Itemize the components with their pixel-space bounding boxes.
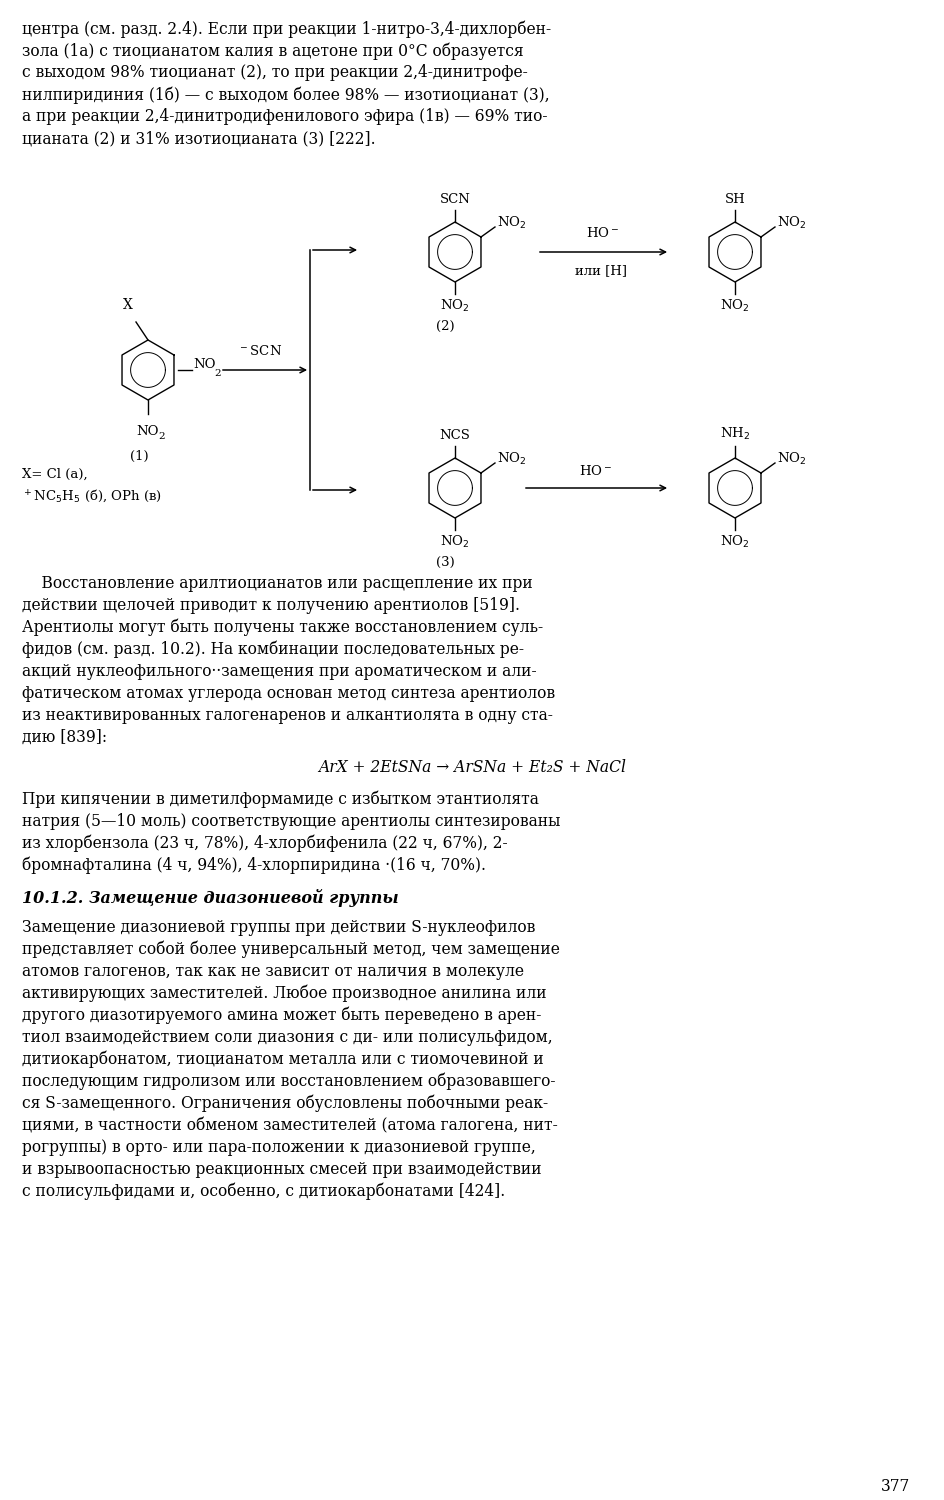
Text: бромнафталина (4 ч, 94%), 4-хлорпиридина ·(16 ч, 70%).: бромнафталина (4 ч, 94%), 4-хлорпиридина… [22,856,486,874]
Text: NO$_2$: NO$_2$ [440,534,470,550]
Text: зола (1а) с тиоцианатом калия в ацетоне при 0°C образуется: зола (1а) с тиоцианатом калия в ацетоне … [22,42,524,60]
Text: дию [839]:: дию [839]: [22,729,107,746]
Text: активирующих заместителей. Любое производное анилина или: активирующих заместителей. Любое произво… [22,986,547,1002]
Text: нилпиридиния (1б) — с выходом более 98% — изотиоцианат (3),: нилпиридиния (1б) — с выходом более 98% … [22,86,549,104]
Text: X: X [123,298,133,312]
Text: рогруппы) в орто- или пара-положении к диазониевой группе,: рогруппы) в орто- или пара-положении к д… [22,1138,536,1156]
Text: тиол взаимодействием соли диазония с ди- или полисульфидом,: тиол взаимодействием соли диазония с ди-… [22,1029,552,1045]
Text: (2): (2) [436,320,454,333]
Text: NO: NO [193,358,215,372]
Text: представляет собой более универсальный метод, чем замещение: представляет собой более универсальный м… [22,940,560,958]
Text: NO$_2$: NO$_2$ [720,298,750,314]
Text: HO$^-$: HO$^-$ [580,464,613,478]
Text: другого диазотируемого амина может быть переведено в арен-: другого диазотируемого амина может быть … [22,1007,541,1025]
Text: ArX + 2EtSNa → ArSNa + Et₂S + NaCl: ArX + 2EtSNa → ArSNa + Et₂S + NaCl [318,759,626,776]
Text: 377: 377 [881,1478,910,1496]
Text: натрия (5—10 моль) соответствующие арентиолы синтезированы: натрия (5—10 моль) соответствующие арент… [22,813,561,830]
Text: фатическом атомах углерода основан метод синтеза арентиолов: фатическом атомах углерода основан метод… [22,686,555,702]
Text: ся S-замещенного. Ограничения обусловлены побочными реак-: ся S-замещенного. Ограничения обусловлен… [22,1095,548,1113]
Text: (1): (1) [130,450,148,464]
Text: с выходом 98% тиоцианат (2), то при реакции 2,4-динитрофе-: с выходом 98% тиоцианат (2), то при реак… [22,64,528,81]
Text: NO$_2$: NO$_2$ [777,214,806,231]
Text: из хлорбензола (23 ч, 78%), 4-хлорбифенила (22 ч, 67%), 2-: из хлорбензола (23 ч, 78%), 4-хлорбифени… [22,836,508,852]
Text: NCS: NCS [440,429,470,442]
Text: NO$_2$: NO$_2$ [497,452,527,466]
Text: SCN: SCN [440,194,470,206]
Text: 10.1.2. Замещение диазониевой группы: 10.1.2. Замещение диазониевой группы [22,890,398,908]
Text: из неактивированных галогенаренов и алкантиолята в одну ста-: из неактивированных галогенаренов и алка… [22,706,553,724]
Text: и взрывоопасностью реакционных смесей при взаимодействии: и взрывоопасностью реакционных смесей пр… [22,1161,542,1178]
Text: NO$_2$: NO$_2$ [777,452,806,466]
Text: NH$_2$: NH$_2$ [720,426,750,442]
Text: с полисульфидами и, особенно, с дитиокарбонатами [424].: с полисульфидами и, особенно, с дитиокар… [22,1184,505,1200]
Text: фидов (см. разд. 10.2). На комбинации последовательных ре-: фидов (см. разд. 10.2). На комбинации по… [22,640,524,658]
Text: атомов галогенов, так как не зависит от наличия в молекуле: атомов галогенов, так как не зависит от … [22,963,524,980]
Text: циями, в частности обменом заместителей (атома галогена, нит-: циями, в частности обменом заместителей … [22,1118,558,1134]
Text: Замещение диазониевой группы при действии S-нуклеофилов: Замещение диазониевой группы при действи… [22,920,535,936]
Text: HO$^-$: HO$^-$ [586,226,619,240]
Text: SH: SH [725,194,746,206]
Text: 2: 2 [158,432,164,441]
Text: Восстановление арилтиоцианатов или расщепление их при: Восстановление арилтиоцианатов или расще… [22,574,532,592]
Text: NO$_2$: NO$_2$ [720,534,750,550]
Text: $^+$NC$_5$H$_5$ (б), OPh (в): $^+$NC$_5$H$_5$ (б), OPh (в) [22,488,162,504]
Text: дитиокарбонатом, тиоцианатом металла или с тиомочевиной и: дитиокарбонатом, тиоцианатом металла или… [22,1052,544,1068]
Text: или [H]: или [H] [575,264,627,278]
Text: NO: NO [137,424,160,438]
Text: действии щелочей приводит к получению арентиолов [519].: действии щелочей приводит к получению ар… [22,597,520,613]
Text: центра (см. разд. 2.4). Если при реакции 1-нитро-3,4-дихлорбен-: центра (см. разд. 2.4). Если при реакции… [22,20,551,38]
Text: (3): (3) [435,556,454,568]
Text: последующим гидролизом или восстановлением образовавшего-: последующим гидролизом или восстановлени… [22,1072,555,1090]
Text: NO$_2$: NO$_2$ [440,298,470,314]
Text: а при реакции 2,4-динитродифенилового эфира (1в) — 69% тио-: а при реакции 2,4-динитродифенилового эф… [22,108,548,124]
Text: цианата (2) и 31% изотиоцианата (3) [222].: цианата (2) и 31% изотиоцианата (3) [222… [22,130,376,147]
Text: акций нуклеофильного··замещения при ароматическом и али-: акций нуклеофильного··замещения при аром… [22,663,536,680]
Text: $^-$SCN: $^-$SCN [238,344,282,358]
Text: 2: 2 [214,369,221,378]
Text: При кипячении в диметилформамиде с избытком этантиолята: При кипячении в диметилформамиде с избыт… [22,790,539,808]
Text: X= Cl (a),: X= Cl (a), [22,468,88,482]
Text: Арентиолы могут быть получены также восстановлением суль-: Арентиолы могут быть получены также восс… [22,620,543,636]
Text: NO$_2$: NO$_2$ [497,214,527,231]
